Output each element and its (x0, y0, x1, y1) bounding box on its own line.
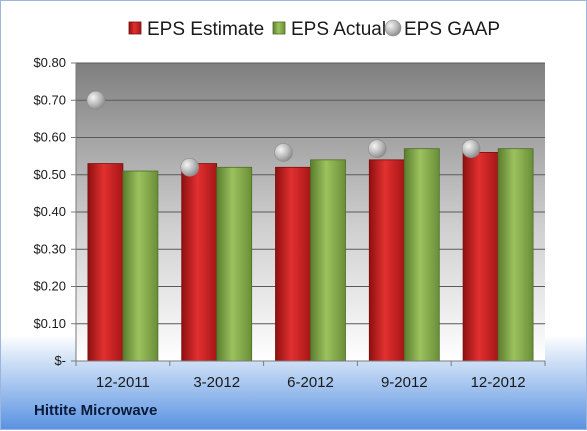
x-tick-label: 6-2012 (287, 374, 334, 391)
x-axis: 12-2011 3-2012 6-2012 9-2012 12-2012 (75, 360, 546, 391)
y-tick-label: $0.60 (33, 130, 66, 145)
legend-swatch-actual (272, 21, 286, 35)
x-tick-label: 3-2012 (193, 374, 240, 391)
y-tick-label: $0.30 (33, 241, 66, 256)
x-tick-label: 9-2012 (381, 374, 428, 391)
legend-swatch-estimate (128, 21, 142, 35)
gaap-markers (86, 90, 481, 177)
x-tick-label: 12-2011 (96, 374, 150, 391)
eps-actual-bar (497, 148, 534, 362)
eps-gaap-marker (461, 139, 481, 158)
y-tick-label: $0.50 (33, 167, 66, 182)
x-tick-label: 12-2012 (471, 374, 526, 391)
legend: EPS Estimate EPS Actual EPS GAAP (128, 19, 500, 40)
eps-estimate-bar (275, 166, 311, 362)
y-tick-label: $0.70 (33, 92, 66, 107)
legend-swatch-gaap (384, 19, 402, 37)
eps-actual-bar (403, 148, 440, 362)
eps-estimate-bar (181, 163, 218, 362)
eps-estimate-bar (87, 163, 124, 362)
y-tick-label: $0.40 (33, 204, 66, 219)
y-axis: $- $0.10 $0.20 $0.30 $0.40 $0.50 $0.60 $0.70 $0.… (33, 55, 77, 368)
eps-estimate-bar (462, 151, 499, 362)
eps-actual-bar (122, 170, 159, 362)
y-tick-label: $0.20 (33, 279, 66, 294)
y-tick-label: $0.80 (33, 55, 66, 70)
eps-estimate-bar (368, 159, 405, 362)
legend-label: EPS Actual (291, 19, 386, 40)
eps-gaap-marker (367, 139, 387, 158)
legend-label: EPS Estimate (147, 19, 264, 40)
legend-label: EPS GAAP (404, 19, 500, 40)
eps-gaap-marker (180, 158, 199, 177)
eps-gaap-marker (274, 143, 293, 162)
company-name: Hittite Microwave (34, 402, 158, 419)
y-tick-label: $0.10 (33, 316, 66, 331)
eps-gaap-marker (86, 90, 106, 110)
eps-actual-bar (310, 159, 346, 362)
bars (87, 148, 534, 362)
eps-actual-bar (216, 166, 253, 362)
y-tick-label: $- (54, 353, 66, 368)
